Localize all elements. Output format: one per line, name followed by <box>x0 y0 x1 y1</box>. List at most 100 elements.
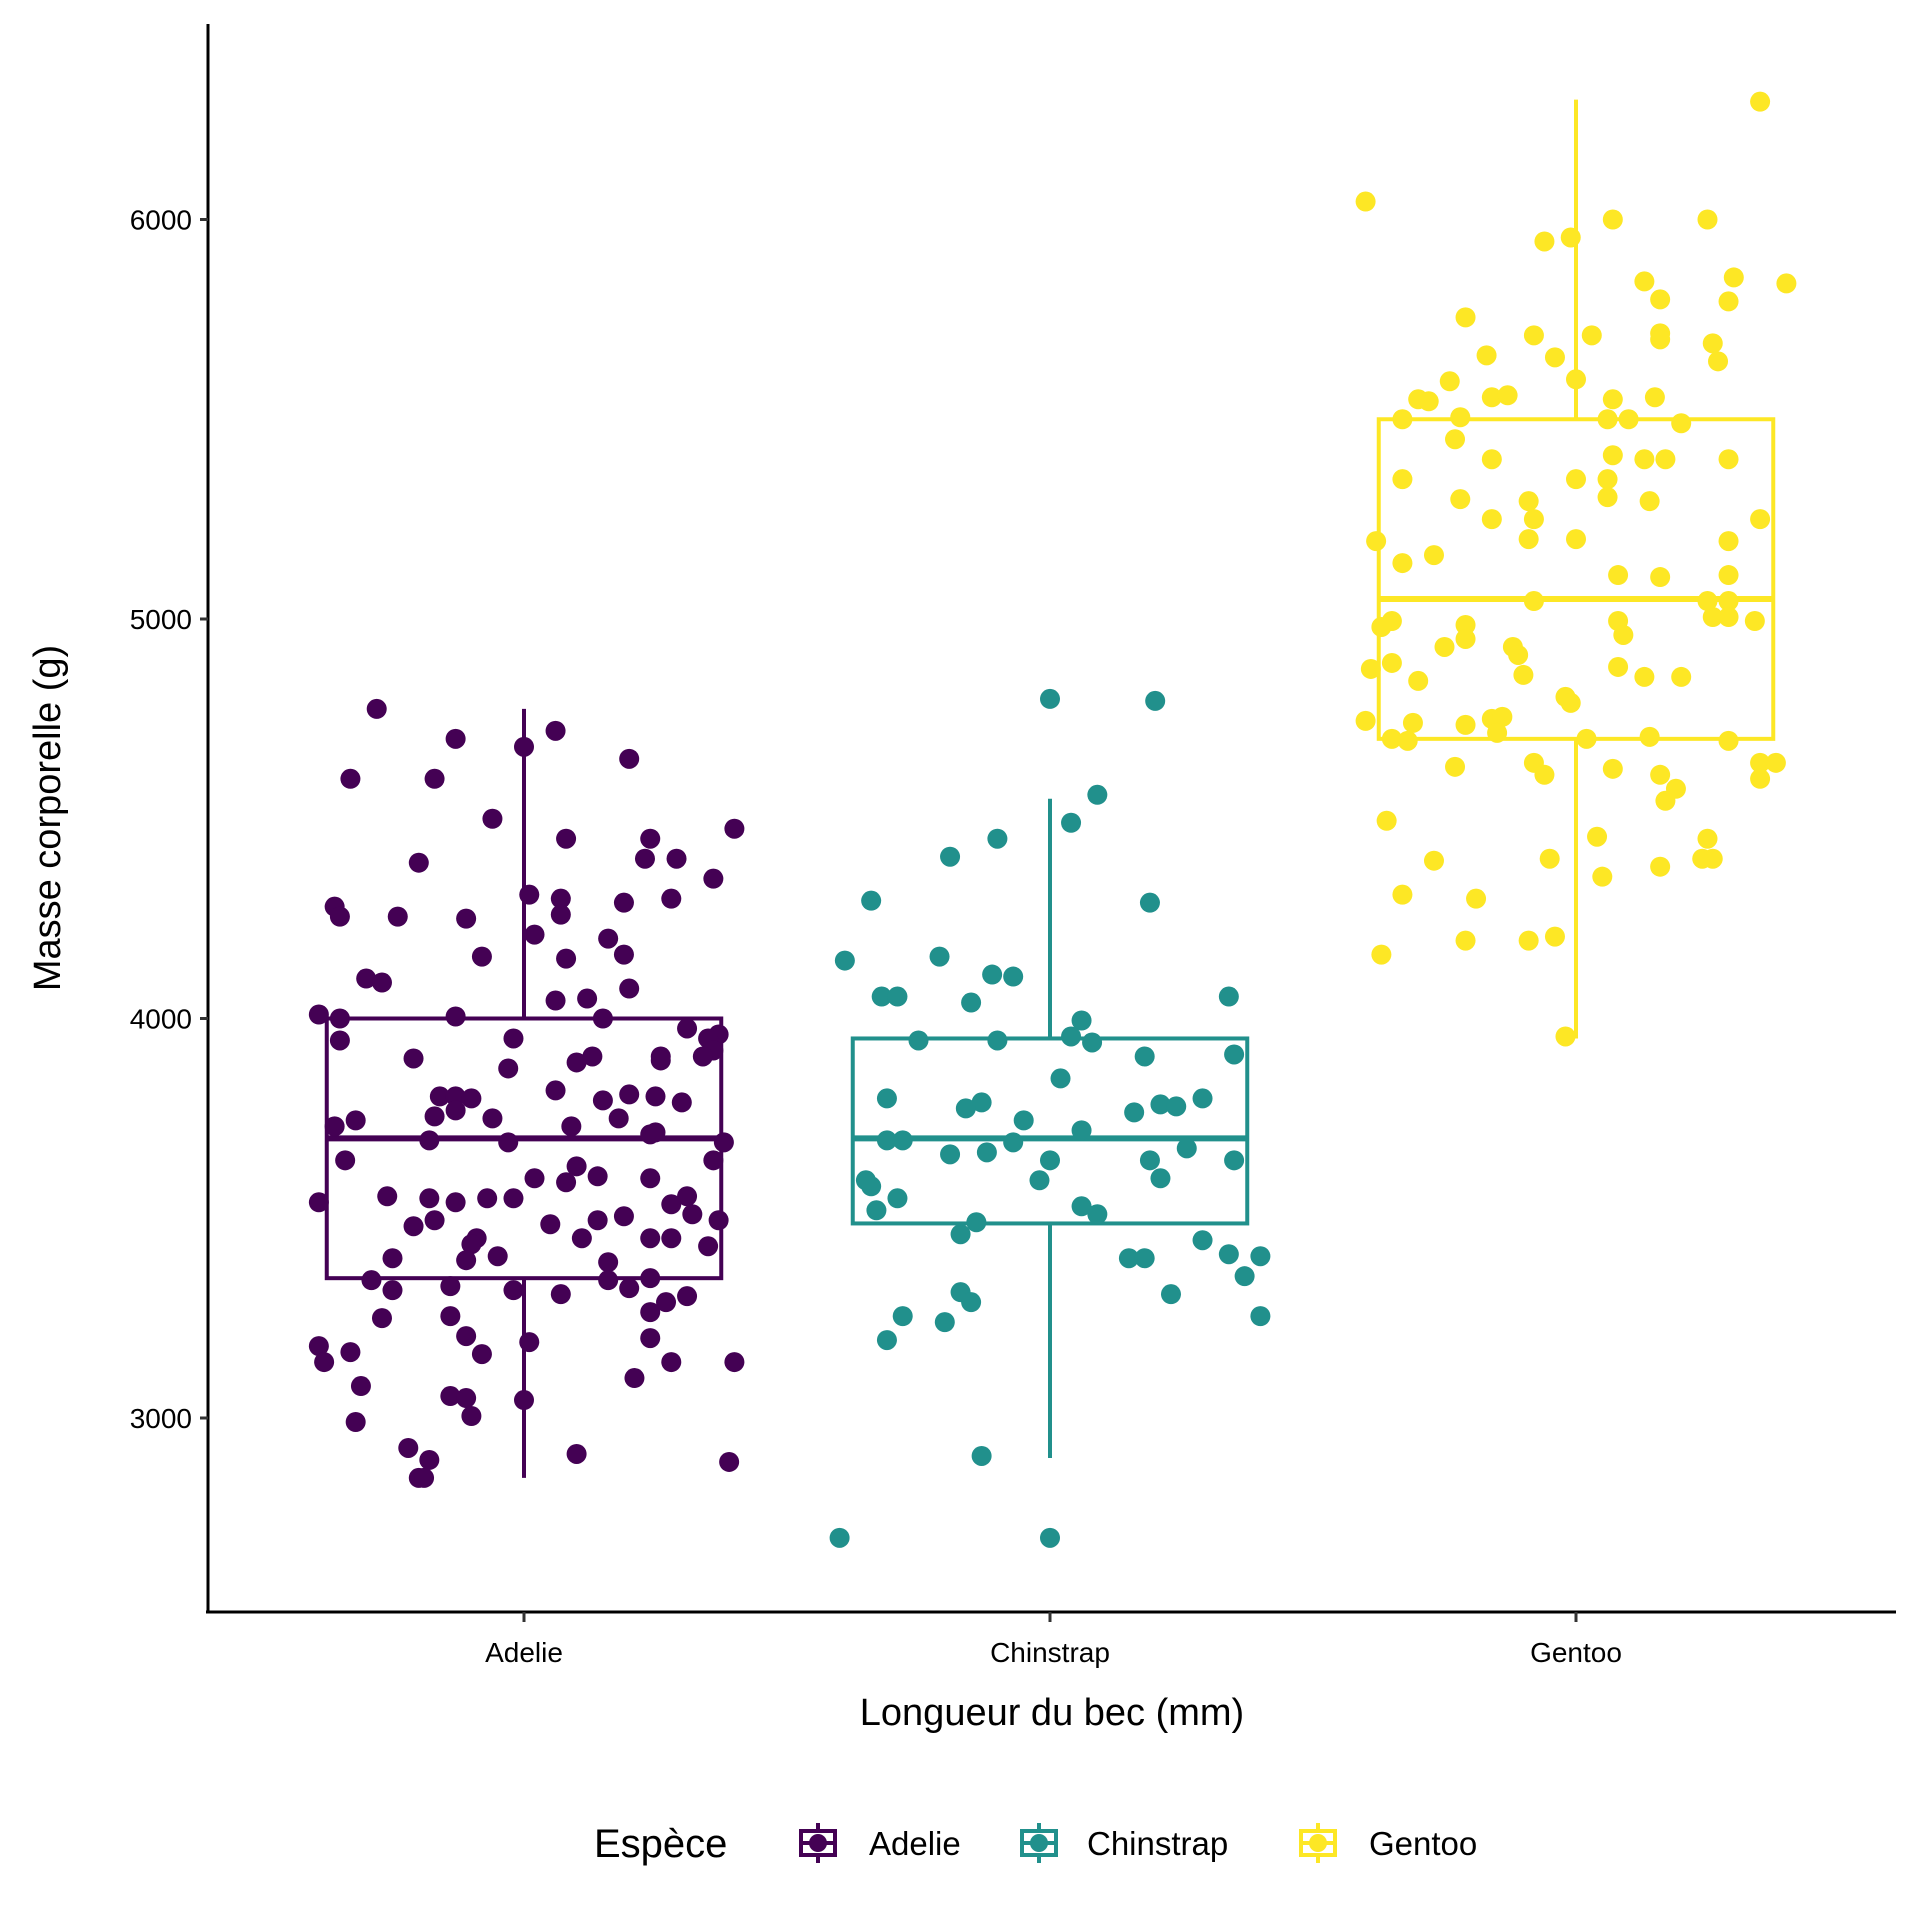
data-point <box>1723 267 1744 288</box>
data-point <box>1087 1204 1108 1225</box>
data-point <box>456 908 477 929</box>
data-point <box>1160 1284 1181 1305</box>
data-point <box>929 946 950 967</box>
data-point <box>1576 728 1597 749</box>
data-point <box>461 1088 482 1109</box>
data-point <box>613 944 634 965</box>
data-point <box>1597 469 1618 490</box>
data-point <box>1423 850 1444 871</box>
data-point <box>1750 752 1771 773</box>
data-point <box>1544 926 1565 947</box>
x-axis-title: Longueur du bec (mm) <box>860 1692 1244 1734</box>
data-point <box>1061 812 1082 833</box>
data-point <box>703 1150 724 1171</box>
data-point <box>1597 487 1618 508</box>
data-point <box>1518 930 1539 951</box>
data-point <box>1455 307 1476 328</box>
data-point <box>661 888 682 909</box>
data-point <box>608 1108 629 1129</box>
data-point <box>308 1336 329 1357</box>
data-point <box>1718 449 1739 470</box>
data-point <box>892 1130 913 1151</box>
data-point <box>1455 714 1476 735</box>
data-point <box>482 808 503 829</box>
data-point <box>1476 345 1497 366</box>
data-point <box>1718 591 1739 612</box>
data-point <box>471 946 492 967</box>
data-point <box>387 906 408 927</box>
data-point <box>1029 1170 1050 1191</box>
data-point <box>677 1286 698 1307</box>
data-point <box>987 1030 1008 1051</box>
data-point <box>1040 688 1060 709</box>
data-point <box>876 1088 897 1109</box>
data-point <box>350 1376 371 1397</box>
data-point <box>1003 1132 1024 1153</box>
data-point <box>1466 888 1487 909</box>
data-point <box>456 1326 477 1347</box>
data-point <box>556 828 577 849</box>
data-point <box>308 1192 329 1213</box>
data-point <box>1608 656 1629 677</box>
data-point <box>624 1368 645 1389</box>
data-point <box>1192 1088 1213 1109</box>
legend-label: Chinstrap <box>1087 1825 1228 1862</box>
data-point <box>876 1330 897 1351</box>
data-point <box>1613 624 1634 645</box>
data-point <box>524 1168 545 1189</box>
legend-key-point <box>1309 1834 1327 1852</box>
data-point <box>324 1116 345 1137</box>
data-point <box>887 986 908 1007</box>
data-point <box>345 1411 366 1432</box>
data-point <box>550 888 571 909</box>
data-point <box>613 892 634 913</box>
data-point <box>1523 591 1544 612</box>
data-point <box>1718 565 1739 586</box>
data-point <box>398 1437 419 1458</box>
data-point <box>1718 607 1739 628</box>
data-point <box>1150 1094 1171 1115</box>
data-point <box>940 1144 961 1165</box>
legend-key-point <box>809 1834 827 1852</box>
data-point <box>1639 726 1660 747</box>
data-point <box>1618 409 1639 430</box>
data-point <box>708 1210 729 1231</box>
data-point <box>1702 848 1723 869</box>
data-point <box>1634 271 1655 292</box>
data-point <box>1560 227 1581 248</box>
data-point <box>424 1210 445 1231</box>
data-point <box>1218 1244 1239 1265</box>
data-point <box>1408 670 1429 691</box>
data-point <box>645 1086 666 1107</box>
data-point <box>1481 449 1502 470</box>
data-point <box>1697 828 1718 849</box>
data-point <box>340 768 361 789</box>
legend-item-gentoo: Gentoo <box>1299 1823 1477 1863</box>
legend: Espèce Adelie Chinstrap Gentoo <box>594 1822 1477 1866</box>
data-point <box>1445 756 1466 777</box>
data-point <box>940 846 961 867</box>
data-point <box>1744 610 1765 631</box>
data-point <box>545 720 566 741</box>
y-tick-label: 4000 <box>130 1004 192 1035</box>
data-point <box>961 1292 982 1313</box>
data-point <box>1139 1150 1160 1171</box>
data-point <box>1650 289 1671 310</box>
data-point <box>1592 866 1613 887</box>
data-point <box>861 1176 882 1197</box>
legend-label: Gentoo <box>1369 1825 1477 1862</box>
data-point <box>419 1188 440 1209</box>
data-point <box>1776 273 1797 294</box>
data-point <box>1445 429 1466 450</box>
data-point <box>524 924 545 945</box>
data-point <box>1082 1032 1103 1053</box>
data-point <box>577 988 598 1009</box>
data-point <box>1192 1230 1213 1251</box>
data-point <box>440 1306 461 1327</box>
data-point <box>329 906 350 927</box>
data-point <box>1234 1266 1255 1287</box>
data-point <box>503 1188 524 1209</box>
data-point <box>587 1210 608 1231</box>
data-point <box>871 986 892 1007</box>
